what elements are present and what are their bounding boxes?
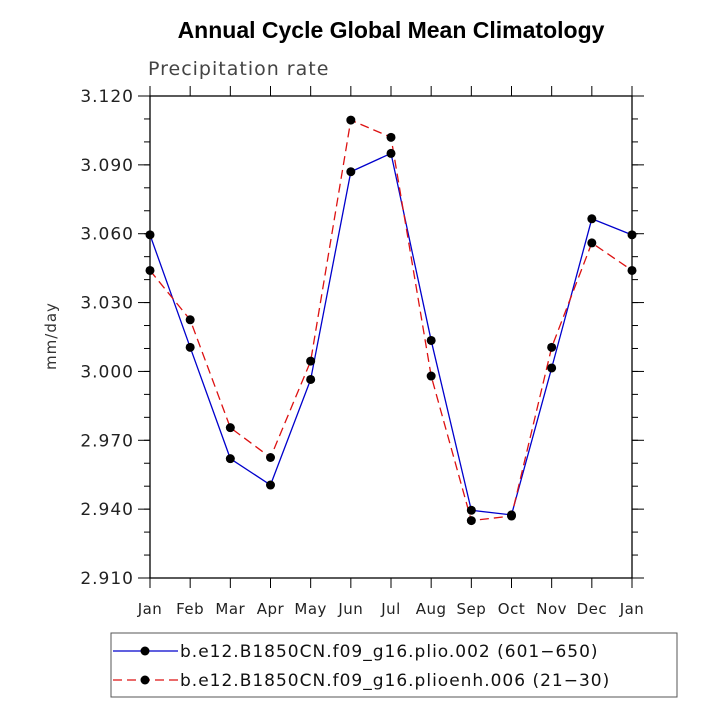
x-tick-label: Jul <box>380 600 401 618</box>
y-tick-label: 3.120 <box>80 87 134 107</box>
series-2-point <box>306 356 316 366</box>
y-axis-label: mm/day <box>42 302 60 370</box>
series-1-point <box>426 335 436 345</box>
x-tick-label: Apr <box>257 600 285 618</box>
series-2-point <box>426 371 436 381</box>
legend: b.e12.B1850CN.f09_g16.plio.002 (601−650)… <box>110 632 678 698</box>
legend-label-series-2: b.e12.B1850CN.f09_g16.plioenh.006 (21−30… <box>180 671 610 691</box>
chart-subtitle: Precipitation rate <box>148 58 329 80</box>
y-tick-label: 3.060 <box>80 225 134 245</box>
chart-title: Annual Cycle Global Mean Climatology <box>178 17 605 43</box>
y-tick-label: 2.940 <box>80 500 134 520</box>
x-tick-label: Sep <box>456 600 486 618</box>
series-1-point <box>547 363 557 373</box>
series-line-1 <box>149 152 633 516</box>
series-1-point <box>466 505 476 515</box>
x-tick-label: Jun <box>337 600 363 618</box>
series-2-point <box>386 132 396 142</box>
x-tick-label: Feb <box>176 600 204 618</box>
x-tick-label: Jan <box>137 600 163 618</box>
y-tick-label: 3.030 <box>80 294 134 314</box>
y-tick-label: 2.970 <box>80 431 134 451</box>
y-tick-label: 2.910 <box>80 569 134 589</box>
series-line-2 <box>149 119 633 522</box>
series-2-point <box>225 423 235 433</box>
y-tick-labels: 3.120 3.090 3.060 3.030 3.000 2.970 2.940 2.910 <box>80 87 134 589</box>
x-tick-label: Jan <box>619 600 645 618</box>
x-tick-label: Oct <box>498 600 525 618</box>
series-1-point <box>587 214 597 224</box>
x-tick-label: Aug <box>416 600 447 618</box>
series-1-point <box>185 342 195 352</box>
y-tick-label: 3.000 <box>80 362 134 382</box>
series-2-point <box>346 115 356 125</box>
series-2-point <box>185 315 195 325</box>
series-2-point <box>547 342 557 352</box>
legend-marker-series-1 <box>140 646 150 656</box>
series-2-point <box>266 453 275 462</box>
plot-frame <box>149 95 633 579</box>
x-tick-label: Nov <box>536 600 567 618</box>
series-2-point <box>587 238 597 248</box>
legend-label-series-1: b.e12.B1850CN.f09_g16.plio.002 (601−650) <box>180 642 599 662</box>
series-1-point <box>306 374 316 384</box>
x-tick-label: Dec <box>577 600 608 618</box>
tick-marks <box>138 86 644 588</box>
series-1-point <box>266 480 275 490</box>
series-layer <box>145 115 637 526</box>
series-1-point <box>346 167 356 177</box>
y-tick-label: 3.090 <box>80 156 134 176</box>
x-tick-label: May <box>294 600 327 618</box>
series-2-point <box>466 516 476 526</box>
x-tick-labels: Jan Feb Mar Apr May Jun Jul Aug Sep Oct Nov Dec Jan <box>137 600 645 618</box>
legend-box <box>110 632 678 698</box>
series-2-point <box>507 511 516 521</box>
legend-marker-series-2 <box>140 675 150 685</box>
x-tick-label: Mar <box>215 600 245 618</box>
series-1-point <box>225 454 235 464</box>
series-1-point <box>386 148 396 158</box>
